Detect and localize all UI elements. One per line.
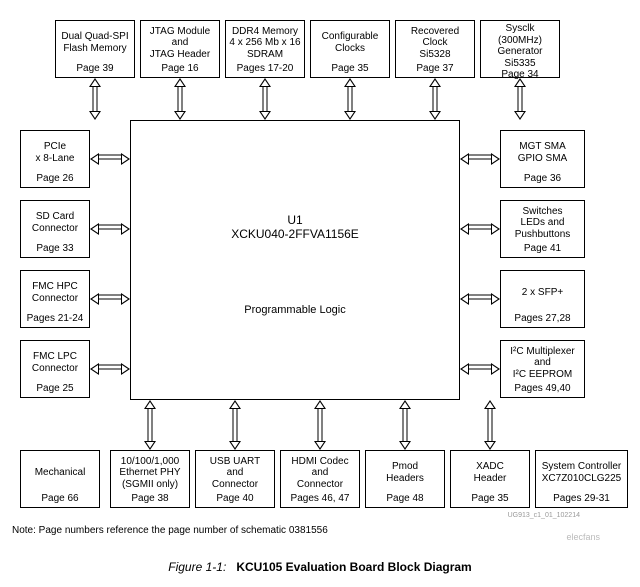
bottom-arrow-5 (484, 400, 496, 450)
bottom-arrow-4 (399, 400, 411, 450)
top-box-2: DDR4 Memory 4 x 256 Mb x 16 SDRAMPages 1… (225, 20, 305, 78)
bottom-box-1-title: 10/100/1,000 Ethernet PHY (SGMII only) (113, 453, 187, 493)
footnote: Note: Page numbers reference the page nu… (12, 525, 328, 536)
caption-label: Figure 1-1: (168, 560, 226, 574)
bottom-arrow-1 (144, 400, 156, 450)
left-box-3-page: Page 25 (23, 383, 87, 396)
figure-caption: Figure 1-1: KCU105 Evaluation Board Bloc… (0, 560, 640, 574)
bottom-arrow-3 (314, 400, 326, 450)
top-box-1-title: JTAG Module and JTAG Header (143, 23, 217, 63)
bottom-box-5-title: XADC Header (453, 453, 527, 493)
bottom-box-0-title: Mechanical (23, 453, 97, 493)
top-box-4: Recovered Clock Si5328Page 37 (395, 20, 475, 78)
right-arrow-0 (460, 153, 500, 165)
left-arrow-2 (90, 293, 130, 305)
left-box-2: FMC HPC ConnectorPages 21-24 (20, 270, 90, 328)
right-box-2: 2 x SFP+Pages 27,28 (500, 270, 585, 328)
center-subtitle: Programmable Logic (131, 304, 459, 316)
bottom-box-6-page: Pages 29-31 (538, 493, 625, 506)
right-arrow-3 (460, 363, 500, 375)
doc-id: UG913_c1_01_102214 (508, 512, 580, 519)
right-arrow-2 (460, 293, 500, 305)
bottom-box-1-page: Page 38 (113, 493, 187, 506)
left-box-1-title: SD Card Connector (23, 203, 87, 243)
bottom-box-3: HDMI Codec and ConnectorPages 46, 47 (280, 450, 360, 508)
top-box-0: Dual Quad-SPI Flash MemoryPage 39 (55, 20, 135, 78)
top-box-3-page: Page 35 (313, 63, 387, 76)
top-box-0-title: Dual Quad-SPI Flash Memory (58, 23, 132, 63)
top-arrow-3 (344, 78, 356, 120)
bottom-box-0-page: Page 66 (23, 493, 97, 506)
bottom-box-0: MechanicalPage 66 (20, 450, 100, 508)
left-box-3-title: FMC LPC Connector (23, 343, 87, 383)
right-box-0-title: MGT SMA GPIO SMA (503, 133, 582, 173)
top-box-2-title: DDR4 Memory 4 x 256 Mb x 16 SDRAM (228, 23, 302, 63)
top-box-0-page: Page 39 (58, 63, 132, 76)
left-box-0-title: PCIe x 8-Lane (23, 133, 87, 173)
left-box-3: FMC LPC ConnectorPage 25 (20, 340, 90, 398)
top-box-4-title: Recovered Clock Si5328 (398, 23, 472, 63)
center-ref: U1 (131, 213, 459, 227)
bottom-box-2-title: USB UART and Connector (198, 453, 272, 493)
top-arrow-0 (89, 78, 101, 120)
left-box-1: SD Card ConnectorPage 33 (20, 200, 90, 258)
right-arrow-1 (460, 223, 500, 235)
right-box-0-page: Page 36 (503, 173, 582, 186)
top-box-5-title: Sysclk (300MHz) Generator Si5335 (483, 23, 557, 69)
top-arrow-1 (174, 78, 186, 120)
bottom-box-6-title: System Controller XC7Z010CLG225 (538, 453, 625, 493)
bottom-box-3-page: Pages 46, 47 (283, 493, 357, 506)
left-arrow-0 (90, 153, 130, 165)
top-arrow-2 (259, 78, 271, 120)
center-part: XCKU040-2FFVA1156E (131, 227, 459, 241)
bottom-box-4: Pmod HeadersPage 48 (365, 450, 445, 508)
right-box-1-title: Switches LEDs and Pushbuttons (503, 203, 582, 243)
bottom-box-1: 10/100/1,000 Ethernet PHY (SGMII only)Pa… (110, 450, 190, 508)
top-box-5: Sysclk (300MHz) Generator Si5335Page 34 (480, 20, 560, 78)
bottom-box-5-page: Page 35 (453, 493, 527, 506)
left-box-1-page: Page 33 (23, 243, 87, 256)
right-box-1: Switches LEDs and PushbuttonsPage 41 (500, 200, 585, 258)
right-box-2-page: Pages 27,28 (503, 313, 582, 326)
center-ref-part: U1 XCKU040-2FFVA1156E (131, 213, 459, 241)
bottom-arrow-2 (229, 400, 241, 450)
top-arrow-5 (514, 78, 526, 120)
left-arrow-1 (90, 223, 130, 235)
top-box-1-page: Page 16 (143, 63, 217, 76)
center-fpga-box: U1 XCKU040-2FFVA1156E Programmable Logic (130, 120, 460, 400)
bottom-box-2-page: Page 40 (198, 493, 272, 506)
left-box-2-title: FMC HPC Connector (23, 273, 87, 313)
caption-text: KCU105 Evaluation Board Block Diagram (236, 560, 471, 574)
bottom-box-4-page: Page 48 (368, 493, 442, 506)
left-box-0: PCIe x 8-LanePage 26 (20, 130, 90, 188)
left-box-0-page: Page 26 (23, 173, 87, 186)
right-box-1-page: Page 41 (503, 243, 582, 256)
bottom-box-2: USB UART and ConnectorPage 40 (195, 450, 275, 508)
right-box-3-title: I²C Multiplexer and I²C EEPROM (503, 343, 582, 383)
watermark: elecfans (566, 532, 600, 542)
bottom-box-3-title: HDMI Codec and Connector (283, 453, 357, 493)
top-arrow-4 (429, 78, 441, 120)
left-arrow-3 (90, 363, 130, 375)
bottom-box-4-title: Pmod Headers (368, 453, 442, 493)
bottom-box-5: XADC HeaderPage 35 (450, 450, 530, 508)
top-box-3: Configurable ClocksPage 35 (310, 20, 390, 78)
bottom-box-6: System Controller XC7Z010CLG225Pages 29-… (535, 450, 628, 508)
right-box-3: I²C Multiplexer and I²C EEPROMPages 49,4… (500, 340, 585, 398)
left-box-2-page: Pages 21-24 (23, 313, 87, 326)
top-box-2-page: Pages 17-20 (228, 63, 302, 76)
right-box-3-page: Pages 49,40 (503, 383, 582, 396)
top-box-3-title: Configurable Clocks (313, 23, 387, 63)
right-box-2-title: 2 x SFP+ (503, 273, 582, 313)
top-box-1: JTAG Module and JTAG HeaderPage 16 (140, 20, 220, 78)
top-box-4-page: Page 37 (398, 63, 472, 76)
right-box-0: MGT SMA GPIO SMAPage 36 (500, 130, 585, 188)
